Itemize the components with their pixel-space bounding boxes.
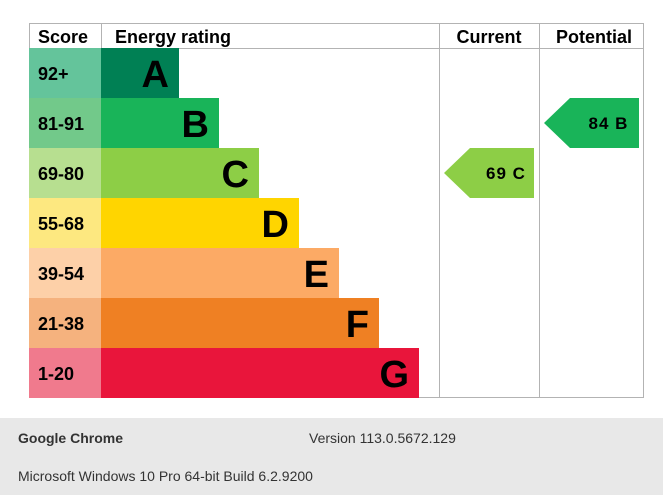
score-cell-c (29, 148, 101, 198)
potential-rating-label: 84 B (589, 114, 629, 133)
header-potential: Potential (556, 27, 632, 47)
band-letter-e: E (304, 254, 329, 296)
band-bar-c (101, 148, 259, 198)
score-label-c: 69-80 (38, 164, 84, 184)
score-cell-e (29, 248, 101, 298)
chart-headers: Score Energy rating Current Potential (38, 27, 632, 47)
header-score: Score (38, 27, 88, 47)
browser-version: Version 113.0.5672.129 (309, 430, 456, 446)
chart-bands: 92+ A 81-91 B 69-80 C 55-68 D 39-54 E 21-38 F 1-20 G (29, 48, 419, 398)
header-current: Current (456, 27, 521, 47)
current-rating-arrow (444, 148, 534, 198)
band-bar-a (101, 48, 179, 98)
system-info-footer: Google Chrome Version 113.0.5672.129 Mic… (0, 418, 663, 495)
header-energy-rating: Energy rating (115, 27, 231, 47)
epc-chart: 92+ A81-91 B69-80 C55-68 D39-54 E21-38 F1-20 G … (29, 23, 644, 398)
score-label-b: 81-91 (38, 114, 84, 134)
score-label-d: 55-68 (38, 214, 84, 234)
score-label-e: 39-54 (38, 264, 84, 284)
band-letter-b: B (182, 104, 209, 146)
band-bar-f (101, 298, 379, 348)
score-cell-b (29, 98, 101, 148)
os-info: Microsoft Windows 10 Pro 64-bit Build 6.… (18, 468, 313, 484)
band-letter-c: C (222, 154, 249, 196)
chart-markers: 69 C 84 B (444, 98, 639, 198)
browser-name: Google Chrome (18, 430, 124, 446)
score-label-g: 1-20 (38, 364, 74, 384)
band-letter-a: A (142, 54, 169, 96)
band-bar-g (101, 348, 419, 398)
score-cell-g (29, 348, 101, 398)
score-cell-f (29, 298, 101, 348)
current-rating-label: 69 C (486, 164, 526, 183)
band-bar-d (101, 198, 299, 248)
score-label-f: 21-38 (38, 314, 84, 334)
score-cell-d (29, 198, 101, 248)
band-letter-d: D (262, 204, 289, 246)
score-cell-a (29, 48, 101, 98)
score-label-a: 92+ (38, 64, 69, 84)
band-bar-b (101, 98, 219, 148)
potential-rating-arrow (544, 98, 639, 148)
band-bar-e (101, 248, 339, 298)
band-letter-f: F (346, 304, 369, 346)
band-letter-g: G (379, 354, 409, 396)
